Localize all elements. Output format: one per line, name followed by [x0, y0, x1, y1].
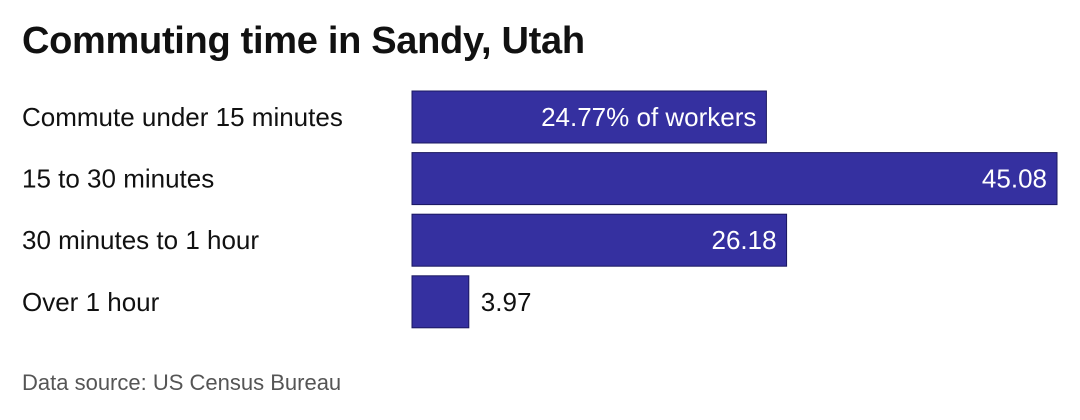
data-source-note: Data source: US Census Bureau [22, 370, 342, 395]
bar [411, 90, 767, 144]
bar [411, 275, 470, 329]
bar [411, 152, 1058, 206]
value-label: 24.77% of workers [541, 102, 756, 132]
category-label: Over 1 hour [22, 287, 160, 317]
category-label: Commute under 15 minutes [22, 102, 343, 132]
value-label: 26.18 [712, 225, 777, 255]
chart-title: Commuting time in Sandy, Utah [22, 20, 585, 62]
value-label: 3.97 [481, 287, 532, 317]
value-label: 45.08 [982, 164, 1047, 194]
category-label: 30 minutes to 1 hour [22, 225, 259, 255]
bar [411, 213, 788, 267]
category-label: 15 to 30 minutes [22, 164, 214, 194]
